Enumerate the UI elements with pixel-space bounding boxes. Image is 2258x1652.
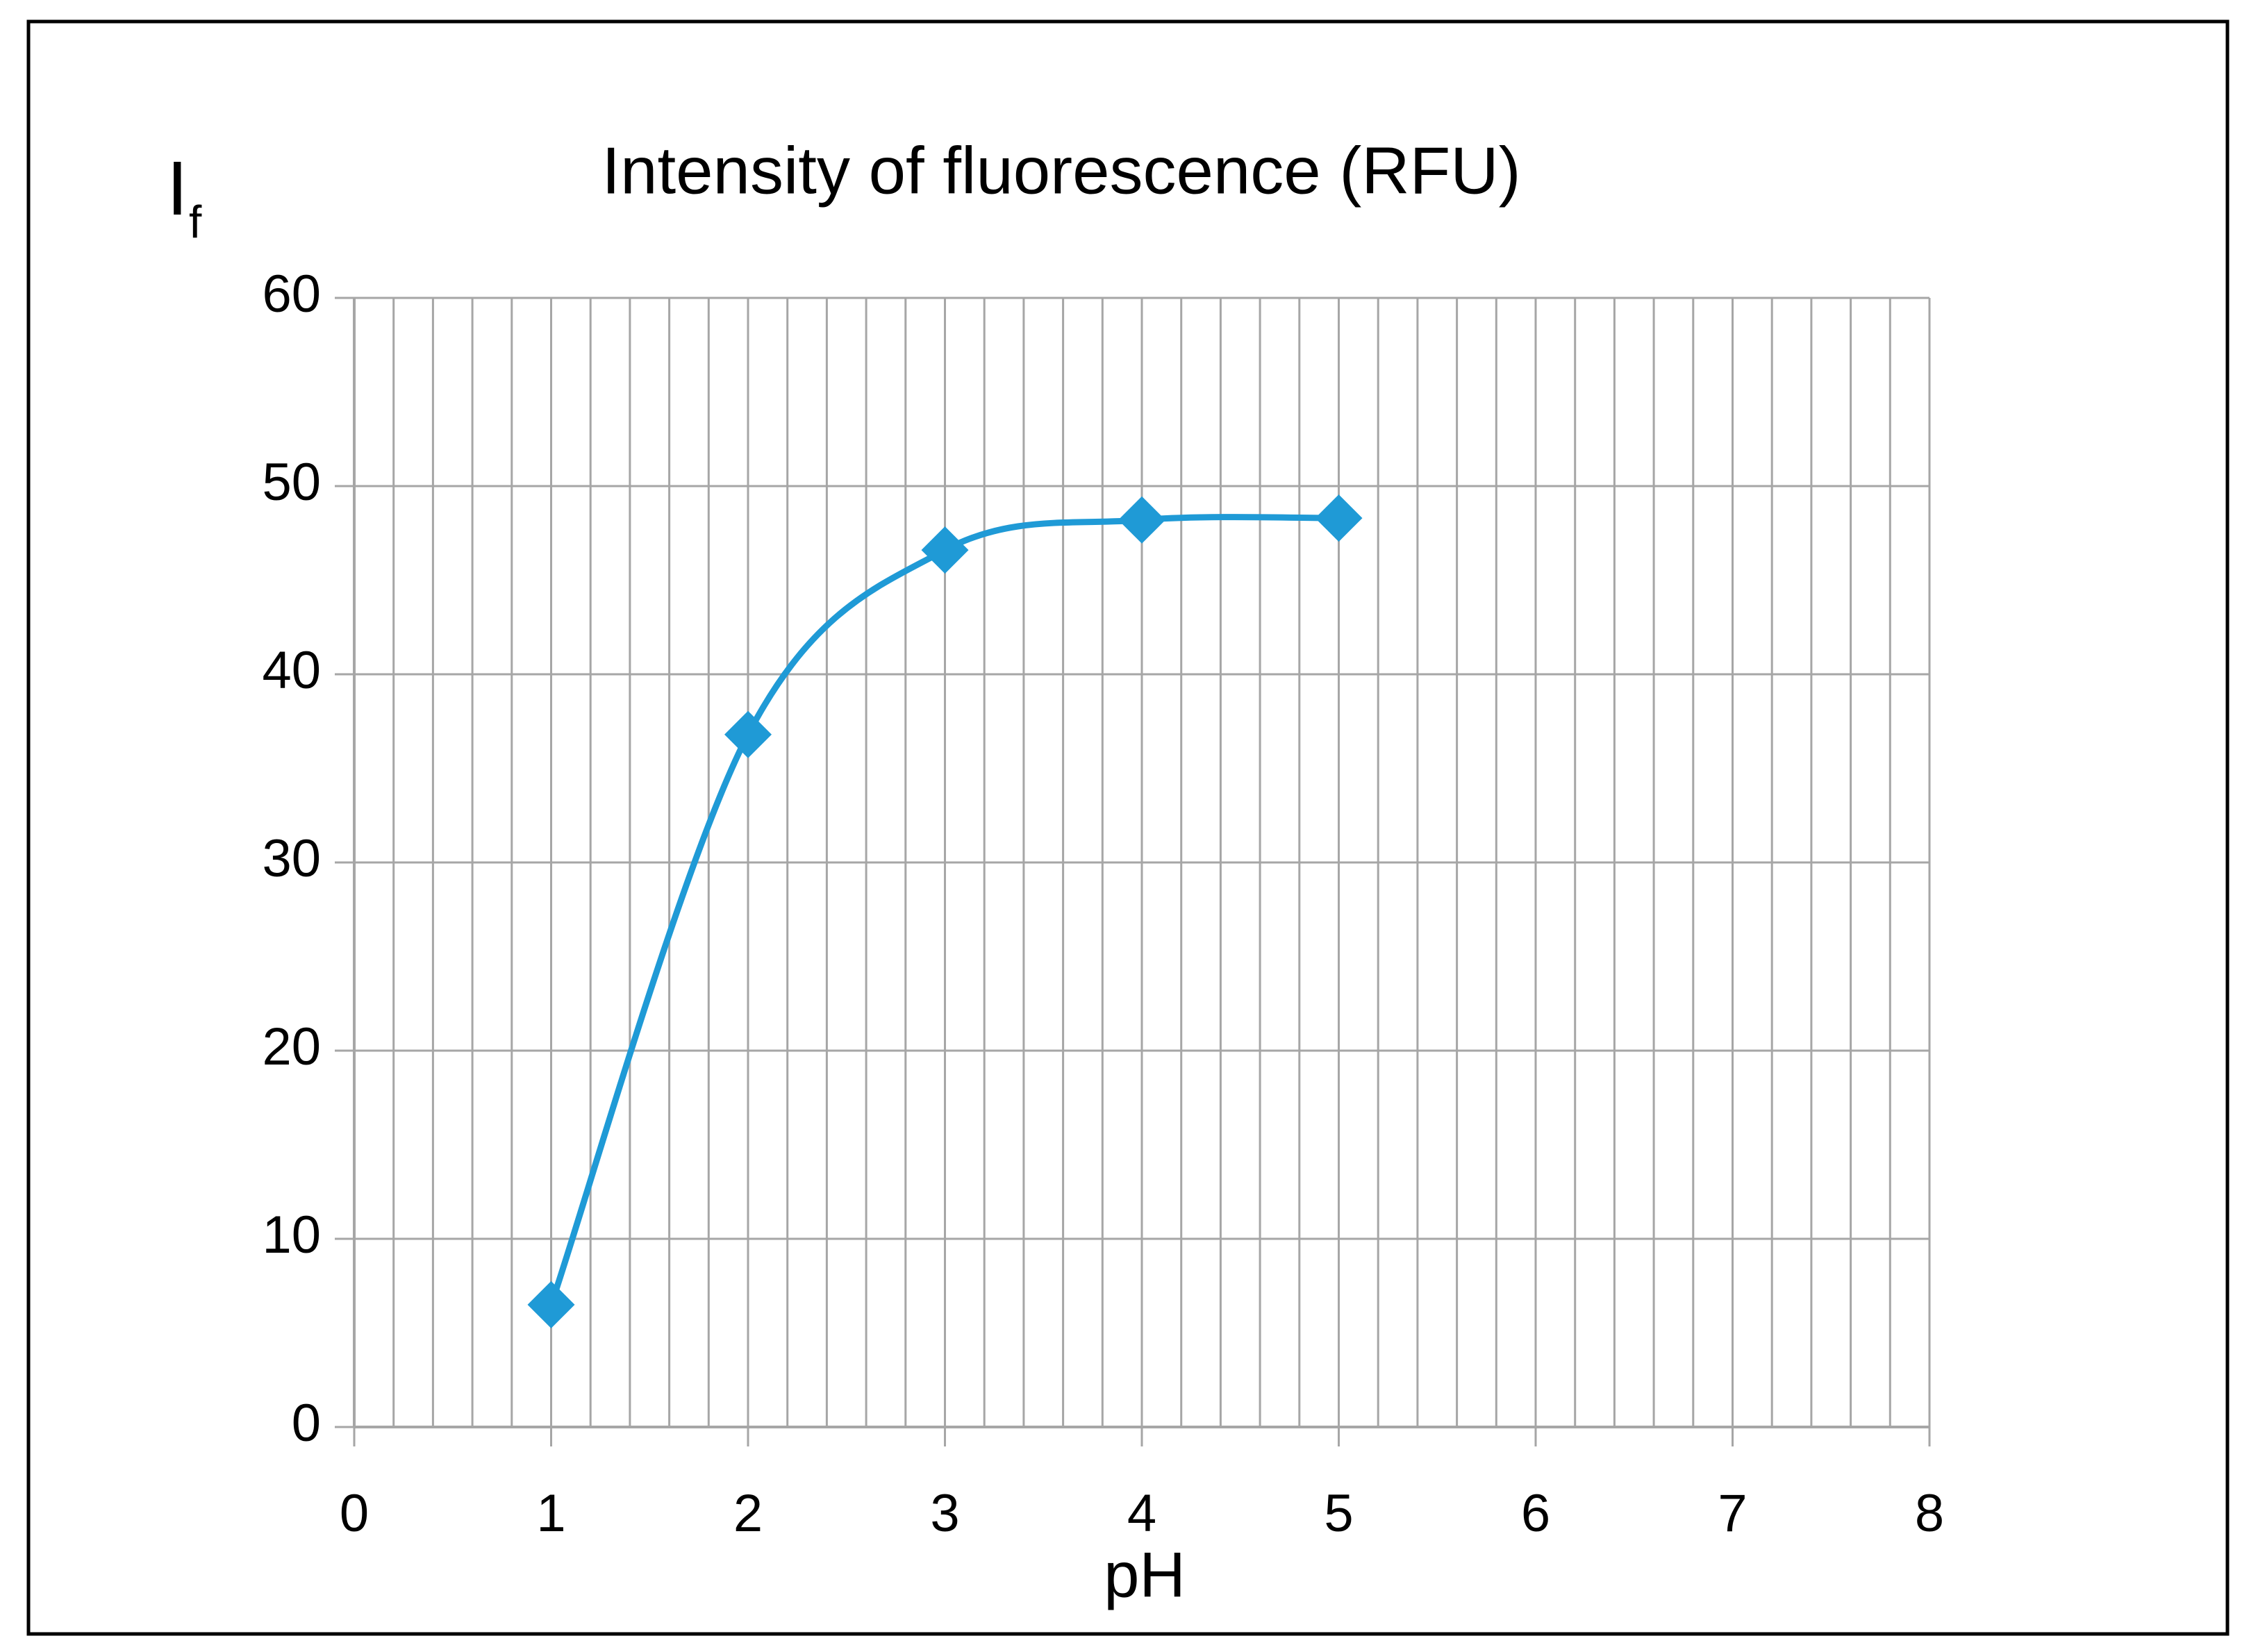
- y-tick-label: 20: [262, 1017, 321, 1076]
- y-tick-label: 30: [262, 829, 321, 888]
- data-line: [548, 514, 1339, 1306]
- data-point: [1118, 496, 1165, 544]
- chart-border: [26, 19, 2230, 1636]
- y-axis-label-subscript: f: [189, 196, 202, 247]
- y-tick-label: 50: [262, 453, 321, 512]
- x-tick-label: 2: [733, 1484, 763, 1543]
- y-tick-label: 10: [262, 1205, 321, 1265]
- x-tick-label: 6: [1521, 1484, 1550, 1543]
- x-tick-label: 5: [1324, 1484, 1353, 1543]
- y-tick-label: 0: [292, 1394, 321, 1453]
- y-tick-label: 60: [262, 265, 321, 324]
- x-tick-label: 0: [340, 1484, 369, 1543]
- data-point: [724, 710, 772, 758]
- data-point: [527, 1280, 575, 1328]
- chart-title: Intensity of fluorescence (RFU): [601, 133, 1520, 208]
- x-axis-label: pH: [1104, 1540, 1186, 1610]
- data-point: [1315, 494, 1363, 542]
- x-tick-label: 1: [536, 1484, 565, 1543]
- data-point: [921, 526, 969, 574]
- x-tick-label: 4: [1127, 1484, 1156, 1543]
- y-tick-label: 40: [262, 641, 321, 700]
- x-tick-label: 7: [1718, 1484, 1747, 1543]
- x-tick-label: 8: [1915, 1484, 1944, 1543]
- y-axis-label: I: [167, 146, 188, 231]
- x-tick-label: 3: [930, 1484, 959, 1543]
